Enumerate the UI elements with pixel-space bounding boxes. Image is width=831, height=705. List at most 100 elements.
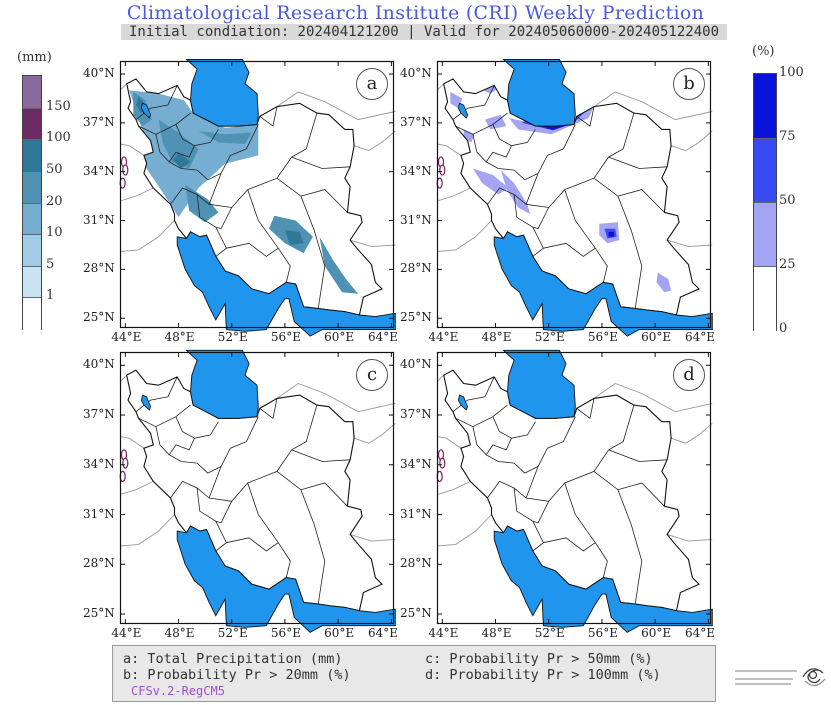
country-border [119,480,154,496]
province-border [564,482,596,543]
shading-region [284,230,304,245]
caspian-sea [502,58,576,127]
latitude-label: 34°N [400,163,432,178]
province-border [181,124,259,181]
province-border [526,404,635,502]
latitude-label: 25°N [83,606,115,621]
latitude-label: 31°N [83,506,115,521]
province-border [617,482,665,507]
latitude-label: 31°N [83,212,115,227]
country-border [593,91,713,121]
country-border [353,130,396,151]
province-border [259,398,278,419]
province-border [226,537,291,578]
longitude-label: 56°E [270,330,301,344]
province-border [215,501,233,524]
latitude-label: 37°N [400,407,432,422]
iran-land [443,370,699,611]
colorbar-tick-label: 150 [46,98,71,114]
map-canvas [119,58,396,337]
longitude-label: 60°E [324,330,355,344]
precipitation-color-scale [22,75,42,330]
country-border [436,143,462,156]
latitude-label: 28°N [83,556,115,571]
province-border [593,471,643,605]
legend-a: a: Total Precipitation (mm) [123,651,343,667]
shading-region [500,170,531,214]
lake-outline [122,164,129,176]
province-border [247,189,279,249]
iran-land [443,78,699,316]
colorbar-tick-label: 50 [779,193,796,208]
longitude-label: 60°E [324,626,355,640]
map-frame [436,60,712,329]
province-border [138,404,191,428]
map-frame [119,351,395,625]
longitude-label: 64°E [368,330,399,344]
page-title: Climatological Research Institute (CRI) … [126,2,705,24]
panel-label: d [673,359,705,391]
latitude-label: 34°N [83,163,115,178]
province-border [532,501,550,524]
latitude-label: 34°N [83,456,115,471]
province-border [181,416,259,474]
country-border [436,187,471,202]
province-border [452,85,495,120]
map-canvas [119,349,396,633]
country-border [353,422,396,444]
persian-gulf [176,525,396,633]
caspian-sea [185,58,259,127]
latitude-label: 40°N [400,66,432,81]
country-border [349,239,396,248]
province-border [276,177,326,309]
probability-unit: (%) [752,44,775,59]
map-panel-c-prob-50mm: 40°N 37°N 34°N 31°N 28°N 25°N 44°E 48°E 52°E 56°E… [83,349,398,640]
province-border [543,537,608,578]
colorbar-tick-label: 10 [46,225,63,241]
legend-d: d: Probability Pr > 100mm (%) [425,667,661,683]
map-panel-a-total-precipitation: 40°N 37°N 34°N 31°N 28°N 25°N 44°E 48°E 52°E 56°E… [83,58,398,344]
province-border [485,438,512,456]
longitude-label: 56°E [587,626,618,640]
province-border [608,156,668,169]
lake-urmia [140,102,152,119]
precipitation-colorbar: (mm) 150 100 50 20 10 5 1 [8,40,78,335]
country-border [436,374,445,383]
latitude-label: 40°N [400,357,432,372]
colorbar-segment [754,138,776,203]
province-border [168,145,195,163]
latitude-label: 40°N [83,357,115,372]
longitude-label: 64°E [685,626,716,640]
longitude-label: 52°E [217,626,248,640]
country-border [119,187,154,202]
latitude-label: 25°N [400,606,432,621]
probability-colorbar: (%) 100 75 50 25 0 [748,40,828,336]
panel-label: b [673,68,705,100]
persian-gulf [176,231,396,337]
country-border [436,83,445,91]
province-border [513,487,544,552]
model-name: CFSv.2-RegCM5 [131,684,225,698]
latitude-label: 28°N [400,261,432,276]
colorbar-tick-label: 1 [46,288,55,304]
longitude-label: 48°E [481,626,512,640]
longitude-label: 52°E [534,626,565,640]
institute-logo [731,657,829,701]
province-border [135,85,178,120]
forecast-validity-subtitle: Initial condiation: 202404121200 | Valid… [121,24,727,40]
country-border [593,382,713,413]
iran-land [126,370,382,611]
shading-region [508,103,596,135]
colorbar-segment [23,297,41,330]
province-border [532,207,550,230]
latitude-label: 28°N [400,556,432,571]
colorbar-segment [23,107,41,141]
latitude-label: 25°N [400,310,432,325]
country-border [119,83,128,91]
country-border [119,436,145,449]
persian-gulf [493,525,713,633]
longitude-label: 52°E [534,330,565,344]
province-border [300,482,348,507]
province-border [291,156,351,169]
province-border [455,112,508,135]
